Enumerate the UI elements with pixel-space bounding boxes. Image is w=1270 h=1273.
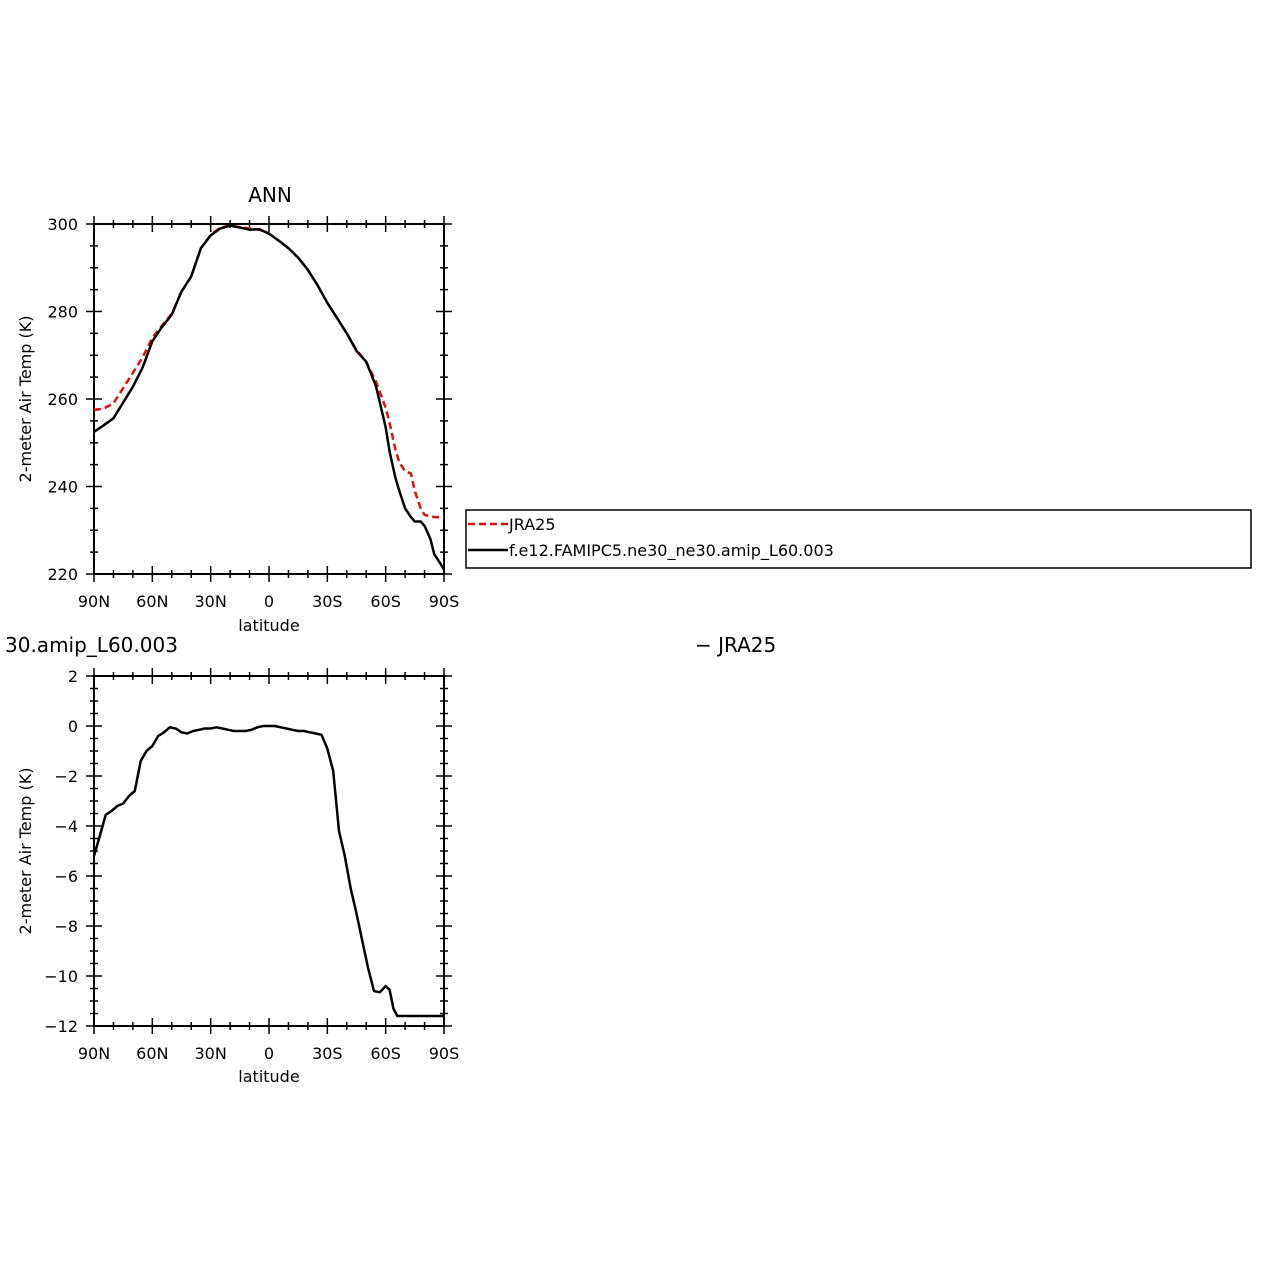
series-group xyxy=(92,724,444,1018)
temperature-panel: ANN 90N 60N 30N 0 30S 60S 90S 220240260280300 … xyxy=(16,183,459,635)
x-tick-label: 60N xyxy=(136,1044,168,1063)
y-tick-label: 0 xyxy=(68,717,78,736)
x-tick-label: 60S xyxy=(370,592,401,611)
y-tick-label: −8 xyxy=(54,917,78,936)
y-axis-label: 2-meter Air Temp (K) xyxy=(16,768,35,935)
x-tick-label: 90S xyxy=(429,1044,460,1063)
y-axis: 220 240 260 280 300 xyxy=(47,215,452,584)
y-tick-label: −10 xyxy=(44,967,78,986)
plot-frame xyxy=(93,223,445,575)
x-tick-label: 90N xyxy=(78,1044,110,1063)
x-axis-label: latitude xyxy=(238,616,299,635)
x-tick-label: 0 xyxy=(264,592,274,611)
x-tick-label: 30N xyxy=(195,1044,227,1063)
chart-title-right: − JRA25 xyxy=(695,633,776,657)
y-tick-label: −2 xyxy=(54,767,78,786)
y-tick-label: 220 xyxy=(47,565,78,584)
y-tick-label: 300 xyxy=(47,215,78,234)
y-tick-label: 260 xyxy=(47,390,78,409)
y-tick-label: 2 xyxy=(68,667,78,686)
legend-label-jra25: JRA25 xyxy=(508,515,556,534)
y-tick-label: −6 xyxy=(54,867,78,886)
legend: JRA25 f.e12.FAMIPC5.ne30_ne30.amip_L60.0… xyxy=(465,509,1252,569)
legend-label-model: f.e12.FAMIPC5.ne30_ne30.amip_L60.003 xyxy=(509,541,834,561)
series-line xyxy=(92,724,444,1018)
difference-panel: 30.amip_L60.003 − JRA25 90N 60N 30N 0 30S 60S… xyxy=(5,633,776,1086)
series-line xyxy=(93,224,446,571)
x-tick-label: 30N xyxy=(195,592,227,611)
series-line xyxy=(93,224,444,519)
plot-frame xyxy=(93,675,445,1027)
y-tick-label: 240 xyxy=(47,478,78,497)
y-axis: −12 −10 −8 −6 −4 −2 0 2 xyxy=(44,667,452,1036)
y-tick-label: −4 xyxy=(54,817,78,836)
x-tick-label: 60S xyxy=(370,1044,401,1063)
x-tick-label: 0 xyxy=(264,1044,274,1063)
legend-box xyxy=(465,509,1252,569)
x-tick-label: 30S xyxy=(312,592,343,611)
x-tick-label: 90S xyxy=(429,592,460,611)
x-axis: 90N 60N 30N 0 30S 60S 90S xyxy=(78,216,459,611)
x-tick-label: 30S xyxy=(312,1044,343,1063)
x-tick-label: 60N xyxy=(136,592,168,611)
x-axis: 90N 60N 30N 0 30S 60S 90S xyxy=(78,668,459,1063)
chart-title-left: 30.amip_L60.003 xyxy=(5,633,178,657)
y-tick-label: −12 xyxy=(44,1017,78,1036)
y-axis-label: 2-meter Air Temp (K) xyxy=(16,316,35,483)
x-axis-label: latitude xyxy=(238,1067,299,1086)
y-tick-label: 280 xyxy=(47,303,78,322)
x-tick-label: 90N xyxy=(78,592,110,611)
series-group xyxy=(93,224,446,571)
chart-title: ANN xyxy=(248,183,292,207)
